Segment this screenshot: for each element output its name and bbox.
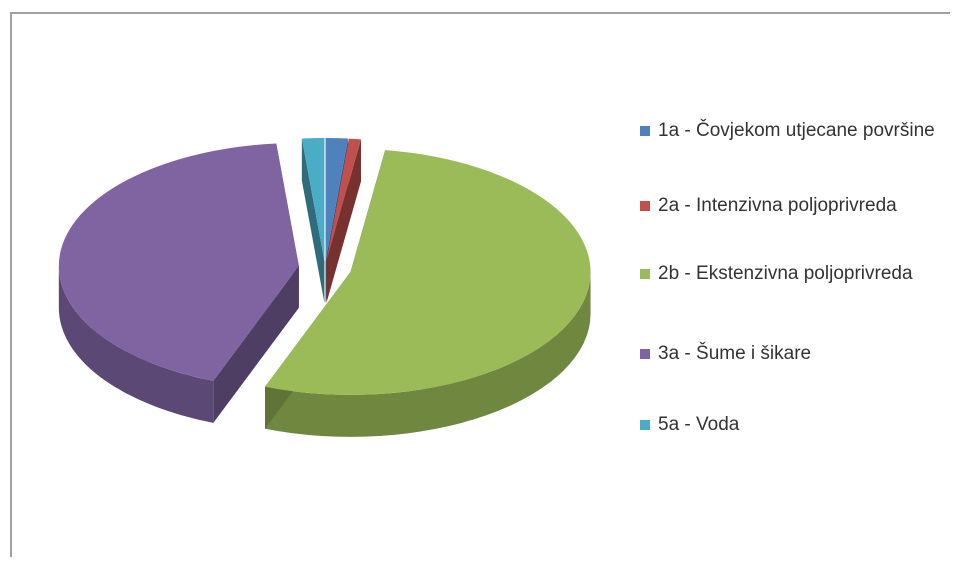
legend-swatch-5a <box>640 420 650 430</box>
legend-item-2a: 2a - Intenzivna poljoprivreda <box>640 193 948 219</box>
pie-slices <box>58 138 591 437</box>
legend-item-3a: 3a - Šume i šikare <box>640 341 948 367</box>
legend-swatch-3a <box>640 349 650 359</box>
legend-label-1a: 1a - Čovjekom utjecane površine <box>658 120 935 141</box>
legend-swatch-2a <box>640 201 650 211</box>
pie-slice-2a <box>326 138 361 262</box>
legend-item-1a: 1a - Čovjekom utjecane površine <box>640 118 948 144</box>
legend-swatch-1a <box>640 126 650 136</box>
legend-label-3a: 3a - Šume i šikare <box>658 343 812 364</box>
pie-cut-3a-0 <box>213 265 299 423</box>
legend-label-5a: 5a - Voda <box>658 414 740 435</box>
pie-cut-5a-0 <box>301 138 325 304</box>
legend-item-2b: 2b - Ekstenzivna poljoprivreda <box>640 261 948 287</box>
pie-cut-2a-1 <box>326 139 361 304</box>
pie-slice-5a <box>301 138 325 262</box>
pie-side-2b <box>265 271 591 437</box>
legend-swatch-2b <box>640 269 650 279</box>
legend-label-2b: 2b - Ekstenzivna poljoprivreda <box>658 263 913 284</box>
pie-slice-2b <box>265 150 591 395</box>
legend-label-2a: 2a - Intenzivna poljoprivreda <box>658 195 897 216</box>
pie-side-3a <box>58 265 214 423</box>
pie-slice-3a <box>58 143 299 381</box>
pie-slice-1a <box>325 138 349 262</box>
legend-item-5a: 5a - Voda <box>640 412 948 438</box>
